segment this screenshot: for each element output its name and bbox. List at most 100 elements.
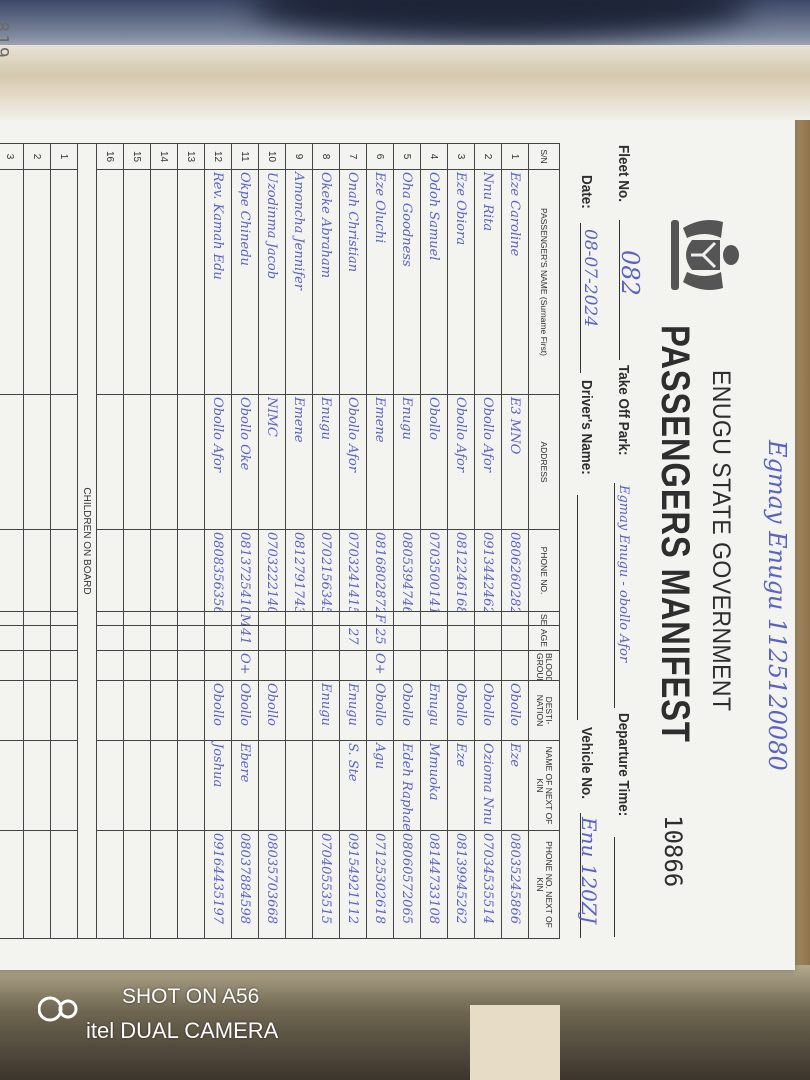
cell-next-of-kin-phone[interactable]: 08060572065 xyxy=(393,830,421,939)
cell-blood-group[interactable] xyxy=(474,650,502,681)
cell-address[interactable] xyxy=(23,394,51,530)
cell-sex[interactable] xyxy=(312,611,340,626)
cell-next-of-kin-name[interactable] xyxy=(285,740,313,831)
cell-address[interactable] xyxy=(150,394,178,530)
cell-address[interactable]: Obollo xyxy=(420,394,448,530)
cell-phone[interactable]: 07032414151 xyxy=(339,529,367,612)
cell-address[interactable] xyxy=(177,394,205,530)
fleet-no-field[interactable]: 082 xyxy=(616,220,644,360)
cell-age[interactable] xyxy=(0,625,24,651)
take-off-park-field[interactable]: Egmay Enugu - obollo Afor xyxy=(614,483,637,708)
cell-address[interactable] xyxy=(0,394,24,530)
cell-next-of-kin-name[interactable]: Eze xyxy=(447,740,475,831)
cell-sex[interactable]: F xyxy=(366,611,394,626)
cell-blood-group[interactable] xyxy=(23,650,51,681)
cell-age[interactable]: 41 xyxy=(231,625,259,651)
cell-passenger-name[interactable] xyxy=(177,169,205,395)
cell-destination[interactable]: Obollo xyxy=(366,680,394,741)
cell-passenger-name[interactable]: Eze Obiora xyxy=(447,169,475,395)
cell-next-of-kin-phone[interactable]: 08035703668 xyxy=(258,830,286,939)
cell-next-of-kin-phone[interactable] xyxy=(96,830,124,939)
cell-passenger-name[interactable]: Onah Christian xyxy=(339,169,367,395)
cell-destination[interactable]: Obollo xyxy=(447,680,475,741)
departure-time-field[interactable] xyxy=(614,837,637,937)
cell-phone[interactable]: 08168028728 xyxy=(366,529,394,612)
cell-sex[interactable] xyxy=(339,611,367,626)
cell-passenger-name[interactable] xyxy=(123,169,151,395)
cell-blood-group[interactable] xyxy=(177,650,205,681)
cell-blood-group[interactable] xyxy=(123,650,151,681)
cell-next-of-kin-phone[interactable] xyxy=(150,830,178,939)
cell-destination[interactable] xyxy=(96,680,124,741)
cell-blood-group[interactable]: O+ xyxy=(366,650,394,681)
cell-destination[interactable] xyxy=(150,680,178,741)
cell-destination[interactable] xyxy=(23,680,51,741)
cell-next-of-kin-phone[interactable]: 09164435197 xyxy=(204,830,232,939)
cell-phone[interactable] xyxy=(50,529,78,612)
cell-blood-group[interactable] xyxy=(312,650,340,681)
cell-sex[interactable] xyxy=(285,611,313,626)
cell-destination[interactable]: Obollo xyxy=(204,680,232,741)
cell-sex[interactable] xyxy=(501,611,529,626)
cell-next-of-kin-name[interactable] xyxy=(123,740,151,831)
cell-age[interactable] xyxy=(96,625,124,651)
cell-address[interactable]: E3 MNO xyxy=(501,394,529,530)
cell-destination[interactable]: Obollo xyxy=(501,680,529,741)
cell-blood-group[interactable] xyxy=(393,650,421,681)
cell-blood-group[interactable]: O+ xyxy=(231,650,259,681)
cell-blood-group[interactable] xyxy=(501,650,529,681)
cell-phone[interactable]: 08062602823 xyxy=(501,529,529,612)
cell-passenger-name[interactable]: Uzodinma Jacob xyxy=(258,169,286,395)
drivers-name-field[interactable] xyxy=(577,495,600,720)
cell-destination[interactable]: Enugu xyxy=(312,680,340,741)
cell-next-of-kin-phone[interactable] xyxy=(0,830,24,939)
cell-sex[interactable] xyxy=(23,611,51,626)
cell-address[interactable] xyxy=(96,394,124,530)
cell-blood-group[interactable] xyxy=(96,650,124,681)
cell-age[interactable] xyxy=(23,625,51,651)
cell-age[interactable] xyxy=(258,625,286,651)
cell-next-of-kin-name[interactable] xyxy=(177,740,205,831)
cell-next-of-kin-name[interactable]: Mmuoka xyxy=(420,740,448,831)
cell-sex[interactable] xyxy=(474,611,502,626)
cell-next-of-kin-phone[interactable]: 08037884598 xyxy=(231,830,259,939)
cell-sex[interactable] xyxy=(96,611,124,626)
cell-next-of-kin-name[interactable]: Ozioma Nnu xyxy=(474,740,502,831)
cell-sex[interactable] xyxy=(177,611,205,626)
cell-phone[interactable]: 08137254107 xyxy=(231,529,259,612)
cell-next-of-kin-phone[interactable]: 09154921112 xyxy=(339,830,367,939)
cell-next-of-kin-name[interactable]: Ebere xyxy=(231,740,259,831)
cell-phone[interactable] xyxy=(23,529,51,612)
cell-address[interactable]: Obollo Afor xyxy=(474,394,502,530)
cell-next-of-kin-name[interactable] xyxy=(258,740,286,831)
cell-passenger-name[interactable] xyxy=(96,169,124,395)
cell-next-of-kin-phone[interactable]: 07040553515 xyxy=(312,830,340,939)
cell-age[interactable] xyxy=(204,625,232,651)
cell-next-of-kin-phone[interactable] xyxy=(285,830,313,939)
cell-passenger-name[interactable]: Oha Goodness xyxy=(393,169,421,395)
cell-age[interactable]: 27 xyxy=(339,625,367,651)
cell-address[interactable]: Emene xyxy=(366,394,394,530)
cell-age[interactable] xyxy=(150,625,178,651)
cell-next-of-kin-phone[interactable] xyxy=(50,830,78,939)
cell-next-of-kin-phone[interactable] xyxy=(123,830,151,939)
cell-address[interactable]: Obollo Oke xyxy=(231,394,259,530)
cell-next-of-kin-name[interactable]: Edeh Raphael xyxy=(393,740,421,831)
cell-sex[interactable]: M xyxy=(231,611,259,626)
cell-passenger-name[interactable]: Okpe Chinedu xyxy=(231,169,259,395)
cell-next-of-kin-name[interactable]: Agu xyxy=(366,740,394,831)
cell-blood-group[interactable] xyxy=(447,650,475,681)
cell-passenger-name[interactable] xyxy=(23,169,51,395)
cell-sex[interactable] xyxy=(123,611,151,626)
cell-next-of-kin-phone[interactable] xyxy=(23,830,51,939)
cell-passenger-name[interactable]: Rev. Kamah Edu xyxy=(204,169,232,395)
cell-next-of-kin-name[interactable]: Eze xyxy=(501,740,529,831)
cell-destination[interactable] xyxy=(0,680,24,741)
cell-sex[interactable] xyxy=(150,611,178,626)
cell-destination[interactable] xyxy=(285,680,313,741)
cell-passenger-name[interactable] xyxy=(50,169,78,395)
cell-sex[interactable] xyxy=(393,611,421,626)
cell-blood-group[interactable] xyxy=(0,650,24,681)
cell-address[interactable] xyxy=(123,394,151,530)
cell-phone[interactable]: 08083563560 xyxy=(204,529,232,612)
